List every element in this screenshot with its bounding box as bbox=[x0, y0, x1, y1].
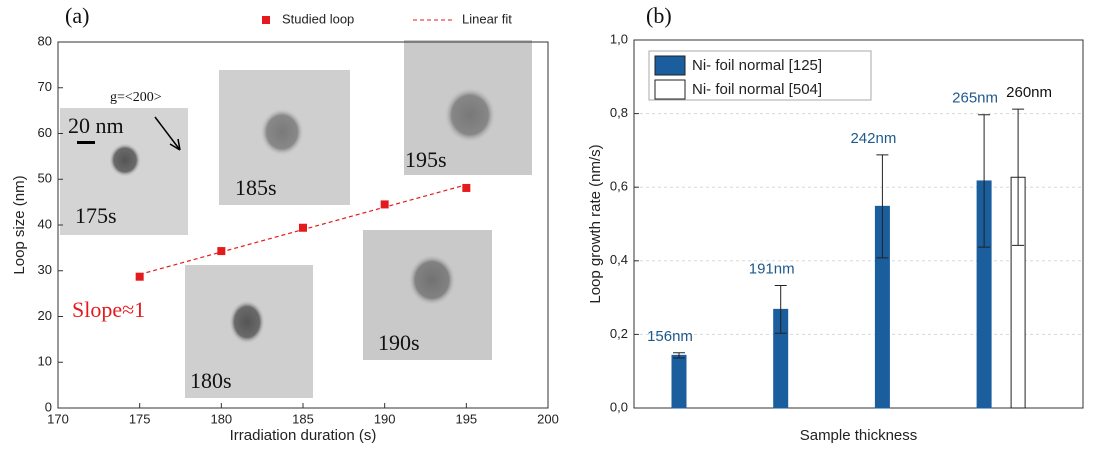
annotation: (a) bbox=[65, 3, 89, 28]
loop bbox=[444, 87, 496, 143]
annotation: 190s bbox=[378, 330, 420, 355]
y-tick-label: 40 bbox=[38, 216, 52, 231]
loop bbox=[109, 143, 141, 177]
legend-box bbox=[648, 50, 872, 101]
x-tick-label: 175 bbox=[129, 411, 151, 426]
x-tick-label: 200 bbox=[537, 411, 559, 426]
legend-label: Studied loop bbox=[282, 11, 354, 26]
annotation: 185s bbox=[235, 175, 277, 200]
x-axis-title: Irradiation duration (s) bbox=[230, 427, 377, 444]
error-bar bbox=[876, 154, 889, 259]
annotation: 180s bbox=[190, 368, 232, 393]
arrow bbox=[154, 116, 181, 151]
y-tick-label: 10 bbox=[38, 354, 52, 369]
x-tick-label: 190 bbox=[374, 411, 396, 426]
loop bbox=[260, 108, 304, 156]
data-point bbox=[217, 247, 226, 256]
annotation: g=<200> bbox=[110, 90, 162, 105]
y-axis-title: Loop growth rate (nm/s) bbox=[587, 144, 604, 303]
legend-label: Ni- foil normal [125] bbox=[692, 57, 822, 74]
loop bbox=[408, 254, 456, 306]
error-bar bbox=[978, 114, 991, 248]
y-tick-label: 20 bbox=[38, 308, 52, 323]
legend-swatch bbox=[654, 55, 686, 76]
x-tick-label: 195 bbox=[455, 411, 477, 426]
x-tick-label: 185 bbox=[292, 411, 314, 426]
y-tick-label: 50 bbox=[38, 171, 52, 186]
y-tick-label: 0,4 bbox=[610, 252, 628, 267]
scale-bar bbox=[77, 141, 95, 144]
x-axis-title: Sample thickness bbox=[800, 427, 918, 444]
micrographs bbox=[60, 40, 532, 398]
plot-frame bbox=[633, 39, 1084, 409]
bar-label: 242nm bbox=[850, 130, 896, 147]
bar-label: 260nm bbox=[1006, 84, 1052, 101]
y-tick-label: 0,6 bbox=[610, 179, 628, 194]
y-axis-title: Loop size (nm) bbox=[11, 175, 28, 274]
error-bar bbox=[673, 352, 685, 359]
x-tick-label: 180 bbox=[210, 411, 232, 426]
fit-line bbox=[139, 184, 467, 275]
y-tick-label: 80 bbox=[38, 33, 52, 48]
legend-label: Linear fit bbox=[462, 11, 512, 26]
bar bbox=[671, 354, 687, 409]
loop bbox=[229, 300, 265, 344]
error-bar bbox=[1012, 108, 1025, 246]
annotation: 20 nm bbox=[68, 113, 124, 138]
bar-label: 265nm bbox=[952, 90, 998, 107]
bar-label: 156nm bbox=[647, 328, 693, 345]
y-tick-label: 70 bbox=[38, 79, 52, 94]
y-tick-label: 0,8 bbox=[610, 105, 628, 120]
data-point bbox=[135, 272, 144, 281]
arrow-head bbox=[169, 138, 181, 151]
annotation: (b) bbox=[646, 3, 672, 28]
data-point bbox=[299, 223, 307, 232]
y-tick-label: 30 bbox=[38, 262, 52, 277]
annotation: 195s bbox=[405, 147, 447, 172]
annotation: Slope≈1 bbox=[72, 297, 145, 322]
data-point bbox=[462, 183, 471, 192]
error-bar bbox=[774, 284, 787, 334]
legend-label: Ni- foil normal [504] bbox=[692, 81, 822, 98]
y-tick-label: 0 bbox=[45, 399, 52, 414]
legend-swatch bbox=[262, 16, 270, 24]
data-point bbox=[380, 200, 389, 209]
bar-label: 191nm bbox=[749, 260, 795, 277]
y-tick-label: 60 bbox=[38, 125, 52, 140]
y-tick-label: 0,0 bbox=[610, 399, 628, 414]
legend-swatch bbox=[654, 79, 686, 100]
y-tick-label: 0,2 bbox=[610, 326, 628, 341]
x-tick-label: 170 bbox=[47, 411, 69, 426]
y-tick-label: 1,0 bbox=[610, 31, 628, 46]
annotation: 175s bbox=[75, 203, 117, 228]
